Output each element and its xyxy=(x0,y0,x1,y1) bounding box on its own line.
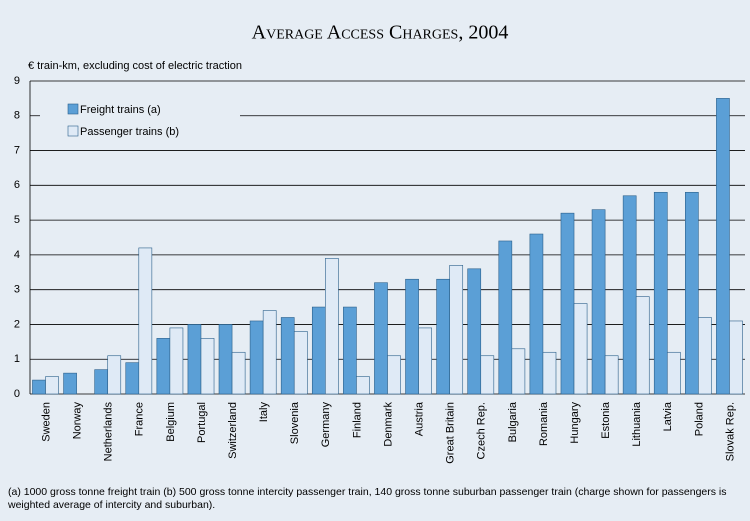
legend-label: Freight trains (a) xyxy=(80,104,161,116)
bar xyxy=(138,247,153,395)
y-tick-label: 2 xyxy=(14,318,20,330)
y-tick-label: 5 xyxy=(14,214,20,226)
legend-swatch xyxy=(67,125,79,137)
x-tick-label: Germany xyxy=(320,402,332,448)
x-tick-label: Sweden xyxy=(40,402,52,442)
bar xyxy=(156,338,171,395)
bar xyxy=(467,268,482,395)
bar xyxy=(94,369,109,395)
bar xyxy=(249,320,264,395)
bar xyxy=(498,240,513,395)
bar xyxy=(311,306,326,395)
bar xyxy=(293,331,308,395)
x-tick-label: Austria xyxy=(413,401,425,436)
bar xyxy=(685,191,699,395)
bar xyxy=(387,355,401,395)
x-tick-label: Finland xyxy=(351,402,363,438)
bar xyxy=(729,320,743,395)
bar xyxy=(635,296,650,395)
bar xyxy=(653,191,668,395)
bar xyxy=(374,282,388,395)
bar xyxy=(560,212,575,395)
bar xyxy=(604,355,619,395)
bar xyxy=(418,327,432,395)
x-tick-label: Portugal xyxy=(196,402,208,443)
bar xyxy=(262,310,277,395)
y-tick-label: 6 xyxy=(14,179,20,191)
bar xyxy=(343,306,357,395)
bar xyxy=(449,265,464,395)
bar xyxy=(698,317,712,395)
bar xyxy=(218,324,233,395)
x-tick-label: Lithuania xyxy=(631,401,643,447)
bar xyxy=(169,327,184,395)
bar xyxy=(187,324,202,395)
bar xyxy=(200,338,215,395)
legend-swatch xyxy=(67,103,79,115)
x-tick-label: Slovenia xyxy=(289,401,301,444)
bar xyxy=(280,317,295,395)
x-tick-label: Poland xyxy=(693,402,705,436)
bar xyxy=(63,372,77,395)
bar xyxy=(529,233,544,395)
bar xyxy=(45,376,59,395)
legend-label: Passenger trains (b) xyxy=(80,126,179,138)
bar xyxy=(622,195,637,395)
x-tick-label: Bulgaria xyxy=(507,401,519,442)
x-tick-label: Czech Rep. xyxy=(476,402,488,459)
bar xyxy=(542,351,557,395)
x-tick-label: Great Britain xyxy=(445,402,457,464)
y-tick-label: 4 xyxy=(14,249,20,261)
y-tick-label: 1 xyxy=(14,353,20,365)
footnote: (a) 1000 gross tonne freight train (b) 5… xyxy=(8,486,727,511)
bar xyxy=(231,351,246,395)
bar xyxy=(125,362,140,395)
bar xyxy=(356,376,370,395)
x-tick-label: Norway xyxy=(72,402,84,440)
bar xyxy=(480,355,495,395)
y-tick-label: 9 xyxy=(14,75,20,87)
bar xyxy=(405,278,419,395)
x-tick-label: Netherlands xyxy=(103,402,115,462)
bar xyxy=(573,303,588,395)
bar xyxy=(716,98,730,395)
y-tick-label: 7 xyxy=(14,144,20,156)
x-tick-label: Hungary xyxy=(569,402,581,444)
x-tick-label: Switzerland xyxy=(227,402,239,459)
x-tick-label: Slovak Rep. xyxy=(724,402,736,461)
x-tick-label: Italy xyxy=(258,402,270,423)
bar xyxy=(666,351,681,395)
x-tick-label: Latvia xyxy=(662,401,674,431)
bar xyxy=(591,209,606,395)
bar xyxy=(436,278,450,395)
y-tick-label: 8 xyxy=(14,110,20,122)
y-tick-label: 3 xyxy=(14,284,20,296)
x-tick-label: Estonia xyxy=(600,401,612,439)
bar xyxy=(107,355,122,395)
bar xyxy=(32,379,46,395)
y-tick-label: 0 xyxy=(14,388,20,400)
bar xyxy=(325,258,339,395)
x-tick-label: France xyxy=(134,402,146,436)
x-tick-label: Denmark xyxy=(382,402,394,447)
chart-title: Average Access Charges, 2004 xyxy=(252,22,509,44)
bar xyxy=(511,348,526,395)
x-tick-label: Romania xyxy=(538,401,550,446)
subtitle: € train-km, excluding cost of electric t… xyxy=(28,60,242,72)
x-tick-label: Belgium xyxy=(165,402,177,442)
